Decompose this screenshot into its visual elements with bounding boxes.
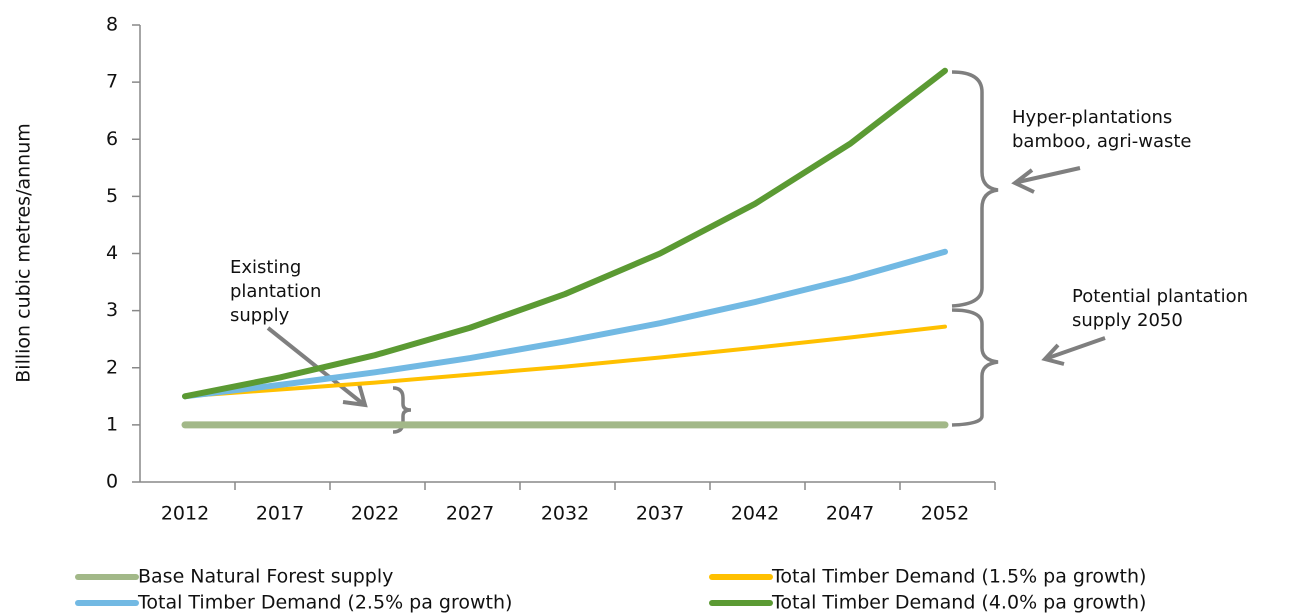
x-tick-label: 2052 [921,503,969,525]
annotation: Hyper-plantations [1012,107,1172,128]
line [183,324,947,399]
y-tick-label: 0 [106,471,118,493]
line [182,248,948,400]
y-tick-label: 8 [106,14,118,36]
arrow [1011,166,1081,194]
annotation: plantation [230,281,321,302]
arrow [1041,336,1106,366]
legend-label: Total Timber Demand (4.0% pa growth) [771,592,1146,614]
y-axis-label: Billion cubic metres/annum [13,123,35,382]
x-tick-label: 2032 [541,503,589,525]
y-tick-label: 1 [106,413,118,435]
legend-label: Total Timber Demand (1.5% pa growth) [771,566,1146,588]
annotation: supply 2050 [1072,310,1183,331]
annotation: bamboo, agri-waste [1012,131,1192,152]
x-tick-label: 2012 [161,503,209,525]
line [182,67,948,400]
annotation: Existing [230,257,301,278]
y-tick-label: 6 [106,128,118,150]
x-tick-label: 2022 [351,503,399,525]
x-tick-label: 2047 [826,503,874,525]
y-tick-label: 7 [106,71,118,93]
brace [951,308,999,427]
brace [951,70,999,308]
y-tick-label: 4 [106,242,118,264]
y-tick-label: 2 [106,356,118,378]
y-tick-label: 3 [106,299,118,321]
arrow [266,326,368,408]
legend-label: Total Timber Demand (2.5% pa growth) [137,592,512,614]
legend-label: Base Natural Forest supply [138,566,393,588]
annotation: Potential plantation [1072,286,1248,307]
annotation: supply [230,305,290,326]
y-tick-label: 5 [106,185,118,207]
x-tick-label: 2017 [256,503,304,525]
x-tick-label: 2037 [636,503,684,525]
x-tick-label: 2027 [446,503,494,525]
x-tick-label: 2042 [731,503,779,525]
